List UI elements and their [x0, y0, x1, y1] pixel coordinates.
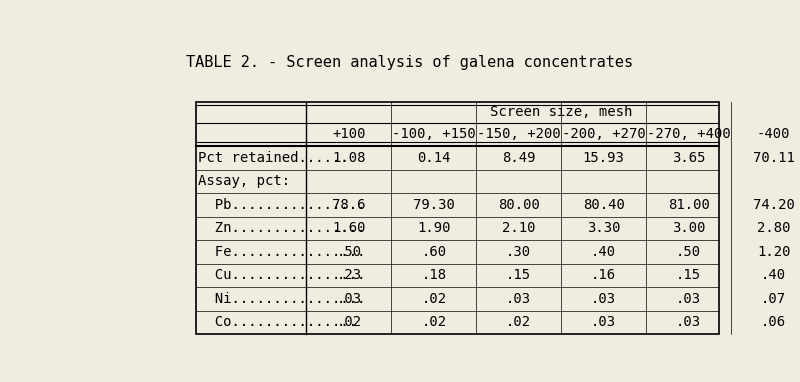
Text: 78.6: 78.6 [332, 198, 366, 212]
Text: .03: .03 [676, 292, 702, 306]
Text: -100, +150: -100, +150 [392, 127, 476, 141]
Text: .15: .15 [676, 268, 702, 282]
Text: -200, +270: -200, +270 [562, 127, 646, 141]
Text: .02: .02 [336, 316, 362, 329]
Text: 3.65: 3.65 [672, 151, 706, 165]
Text: .02: .02 [506, 316, 531, 329]
Text: 8.49: 8.49 [502, 151, 535, 165]
Text: 80.40: 80.40 [583, 198, 625, 212]
Text: .18: .18 [422, 268, 446, 282]
Text: .23: .23 [336, 268, 362, 282]
Text: 1.60: 1.60 [332, 221, 366, 235]
Text: 15.93: 15.93 [583, 151, 625, 165]
Text: Screen size, mesh: Screen size, mesh [490, 105, 633, 119]
Text: .02: .02 [422, 292, 446, 306]
Text: TABLE 2. - Screen analysis of galena concentrates: TABLE 2. - Screen analysis of galena con… [186, 55, 634, 70]
Text: Pb................: Pb................ [198, 198, 366, 212]
Text: -270, +400: -270, +400 [647, 127, 730, 141]
Text: -400: -400 [757, 127, 790, 141]
Text: Assay, pct:: Assay, pct: [198, 174, 290, 188]
Text: .40: .40 [591, 245, 616, 259]
Text: .03: .03 [506, 292, 531, 306]
Text: Cu................: Cu................ [198, 268, 366, 282]
Text: 1.90: 1.90 [417, 221, 450, 235]
Text: 80.00: 80.00 [498, 198, 540, 212]
Text: 79.30: 79.30 [413, 198, 455, 212]
Text: 2.80: 2.80 [757, 221, 790, 235]
Text: Co...............: Co............... [198, 316, 357, 329]
Text: 0.14: 0.14 [417, 151, 450, 165]
Text: .03: .03 [591, 292, 616, 306]
Text: 3.30: 3.30 [587, 221, 621, 235]
Text: Pct retained......: Pct retained...... [198, 151, 349, 165]
Text: 74.20: 74.20 [753, 198, 794, 212]
Text: 2.10: 2.10 [502, 221, 535, 235]
Text: Ni................: Ni................ [198, 292, 366, 306]
Text: .07: .07 [761, 292, 786, 306]
Text: Zn................: Zn................ [198, 221, 366, 235]
Text: +100: +100 [332, 127, 366, 141]
Text: 3.00: 3.00 [672, 221, 706, 235]
Text: .30: .30 [506, 245, 531, 259]
Text: .03: .03 [336, 292, 362, 306]
Text: 1.08: 1.08 [332, 151, 366, 165]
Text: .02: .02 [422, 316, 446, 329]
Text: .06: .06 [761, 316, 786, 329]
Text: 1.20: 1.20 [757, 245, 790, 259]
Text: -150, +200: -150, +200 [477, 127, 561, 141]
Text: Fe................: Fe................ [198, 245, 366, 259]
Text: 81.00: 81.00 [668, 198, 710, 212]
Text: .40: .40 [761, 268, 786, 282]
Text: .50: .50 [336, 245, 362, 259]
Text: 70.11: 70.11 [753, 151, 794, 165]
Text: .15: .15 [506, 268, 531, 282]
Text: .60: .60 [422, 245, 446, 259]
Text: .16: .16 [591, 268, 616, 282]
Text: .50: .50 [676, 245, 702, 259]
Text: .03: .03 [591, 316, 616, 329]
Text: .03: .03 [676, 316, 702, 329]
